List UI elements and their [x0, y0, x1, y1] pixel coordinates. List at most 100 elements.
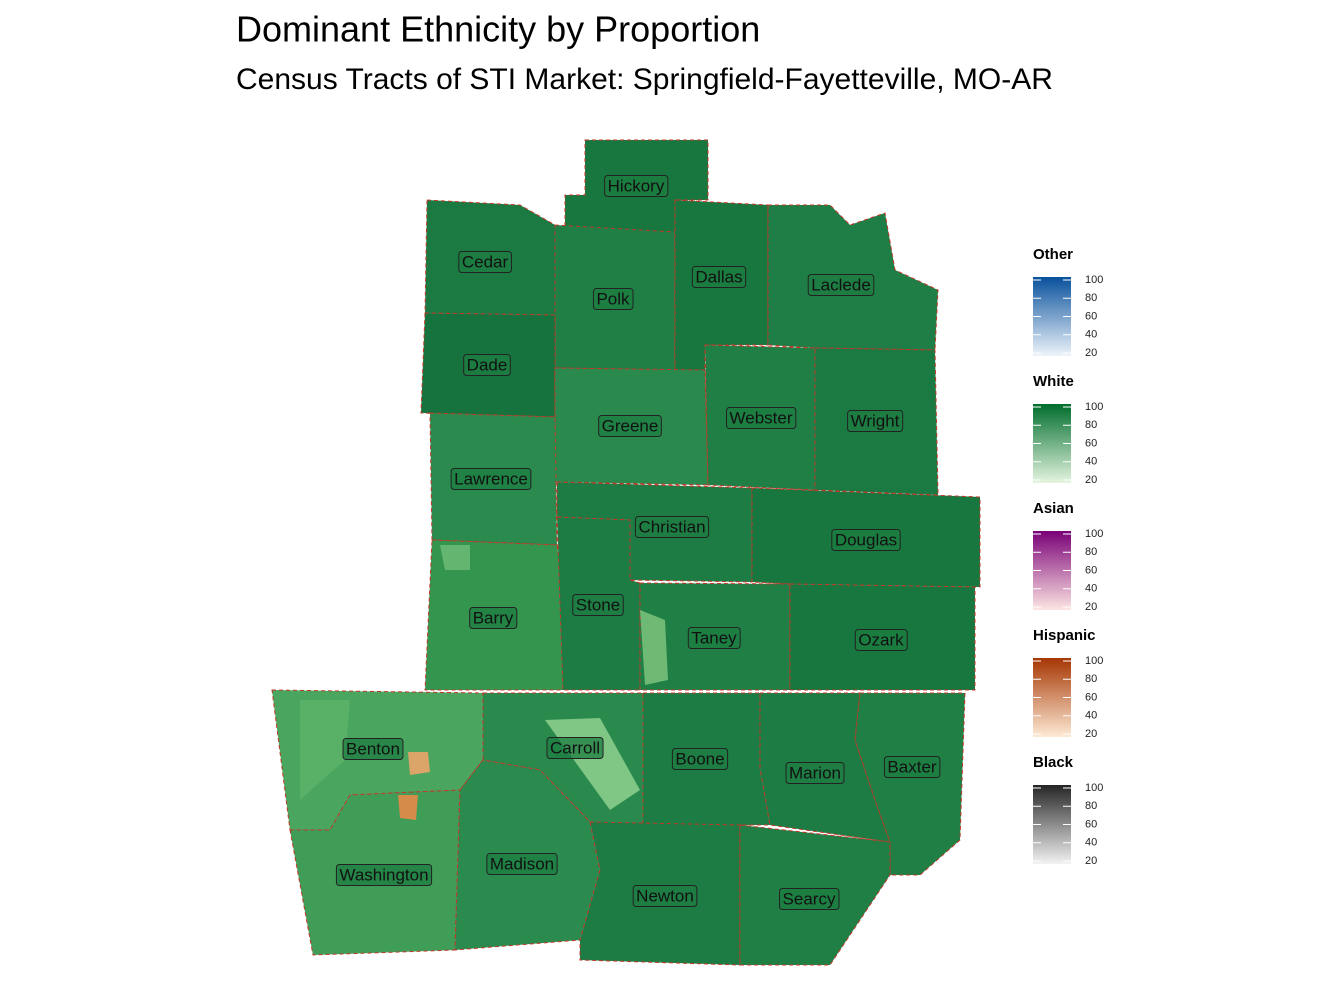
label-box: [458, 250, 512, 273]
county-label: Stone: [572, 593, 624, 616]
county-area: [854, 692, 966, 876]
label-box: [546, 736, 604, 759]
county-name: Baxter: [887, 757, 936, 776]
county-label: Taney: [687, 626, 741, 649]
county-name: Washington: [339, 865, 428, 884]
legend-tick-label: 100: [1085, 782, 1103, 794]
legend-tick-label: 80: [1085, 292, 1097, 304]
tract-patch: [640, 610, 668, 685]
county-labels: Hickory Cedar Polk Dallas Laclede Dade Greene W…: [335, 174, 941, 910]
county-label: Marion: [785, 761, 845, 784]
subtitle: Census Tracts of STI Market: Springfield…: [236, 63, 1053, 96]
county-name: Polk: [596, 289, 630, 308]
county-name: Stone: [576, 595, 620, 614]
legend-tick-label: 40: [1085, 329, 1097, 341]
label-box: [592, 287, 634, 310]
legend-tick-label: 100: [1085, 274, 1103, 286]
label-box: [450, 467, 532, 490]
label-box: [785, 761, 845, 784]
county-map: [271, 139, 981, 966]
legend-tick-label: 20: [1085, 347, 1097, 359]
legend-tick-label: 80: [1085, 419, 1097, 431]
county-name: Madison: [490, 854, 554, 873]
legend-tick-label: 100: [1085, 528, 1103, 540]
label-box: [463, 353, 511, 376]
label-box: [726, 406, 797, 429]
legend-tick-label: 60: [1085, 310, 1097, 322]
legend-tick-label: 60: [1085, 437, 1097, 449]
label-box: [831, 528, 901, 551]
county-label: Dade: [463, 353, 511, 376]
label-box: [486, 852, 558, 875]
legend-title: Other: [1033, 246, 1073, 263]
label-box: [847, 409, 904, 432]
legend-tick-label: 40: [1085, 837, 1097, 849]
legend-tick-label: 20: [1085, 728, 1097, 740]
label-box: [687, 626, 741, 649]
legend-title: Hispanic: [1033, 627, 1096, 644]
county-label: Christian: [634, 515, 710, 538]
legend-tick-label: 40: [1085, 456, 1097, 468]
county-name: Hickory: [608, 176, 665, 195]
legend-tick-label: 20: [1085, 474, 1097, 486]
legend-tick-label: 20: [1085, 601, 1097, 613]
county-label: Benton: [342, 737, 404, 760]
legend-tick-label: 60: [1085, 564, 1097, 576]
legend: Other 100 80 60 40 20 White 100 80 60 40 20 Asian 100…: [1033, 246, 1103, 867]
label-box: [604, 174, 669, 197]
county-label: Lawrence: [450, 467, 532, 490]
legend-title: Asian: [1033, 500, 1074, 517]
county-label: Newton: [632, 884, 698, 907]
county-label: Hickory: [604, 174, 669, 197]
county-name: Douglas: [835, 530, 897, 549]
county-label: Webster: [726, 406, 797, 429]
county-name: Dade: [467, 355, 508, 374]
county-label: Dallas: [691, 265, 747, 288]
county-name: Carroll: [550, 738, 600, 757]
county-label: Douglas: [831, 528, 901, 551]
legend-tick-label: 40: [1085, 583, 1097, 595]
county-name: Lawrence: [454, 469, 528, 488]
county-name: Taney: [691, 628, 737, 647]
legend-tick-label: 100: [1085, 401, 1103, 413]
county-name: Ozark: [858, 630, 904, 649]
county-label: Barry: [469, 606, 518, 629]
county-name: Searcy: [783, 889, 836, 908]
county-label: Cedar: [458, 250, 512, 273]
county-name: Marion: [789, 763, 841, 782]
county-name: Dallas: [695, 267, 742, 286]
county-label: Ozark: [854, 628, 908, 651]
label-box: [598, 414, 662, 437]
legend-tick-label: 80: [1085, 546, 1097, 558]
county-name: Wright: [851, 411, 900, 430]
legend-tick-label: 80: [1085, 673, 1097, 685]
label-box: [883, 755, 941, 778]
legend-title: White: [1033, 373, 1074, 390]
label-box: [572, 593, 624, 616]
label-box: [634, 515, 710, 538]
county-label: Laclede: [807, 273, 875, 296]
county-name: Greene: [602, 416, 659, 435]
label-box: [671, 747, 729, 770]
legend-tick-label: 60: [1085, 818, 1097, 830]
label-box: [469, 606, 518, 629]
county-name: Newton: [636, 886, 694, 905]
tract-patch: [398, 795, 418, 820]
county-label: Boone: [671, 747, 729, 770]
county-label: Greene: [598, 414, 662, 437]
legend-tick-label: 60: [1085, 691, 1097, 703]
county-name: Benton: [346, 739, 400, 758]
tract-patch: [408, 752, 430, 775]
county-label: Washington: [335, 863, 433, 886]
county-label: Polk: [592, 287, 634, 310]
legend-tick-label: 20: [1085, 855, 1097, 867]
tract-patch: [440, 545, 470, 570]
legend-tick-label: 80: [1085, 800, 1097, 812]
county-name: Webster: [730, 408, 793, 427]
label-box: [632, 884, 698, 907]
county-label: Carroll: [546, 736, 604, 759]
county-name: Christian: [638, 517, 705, 536]
label-box: [342, 737, 404, 760]
county-label: Baxter: [883, 755, 941, 778]
